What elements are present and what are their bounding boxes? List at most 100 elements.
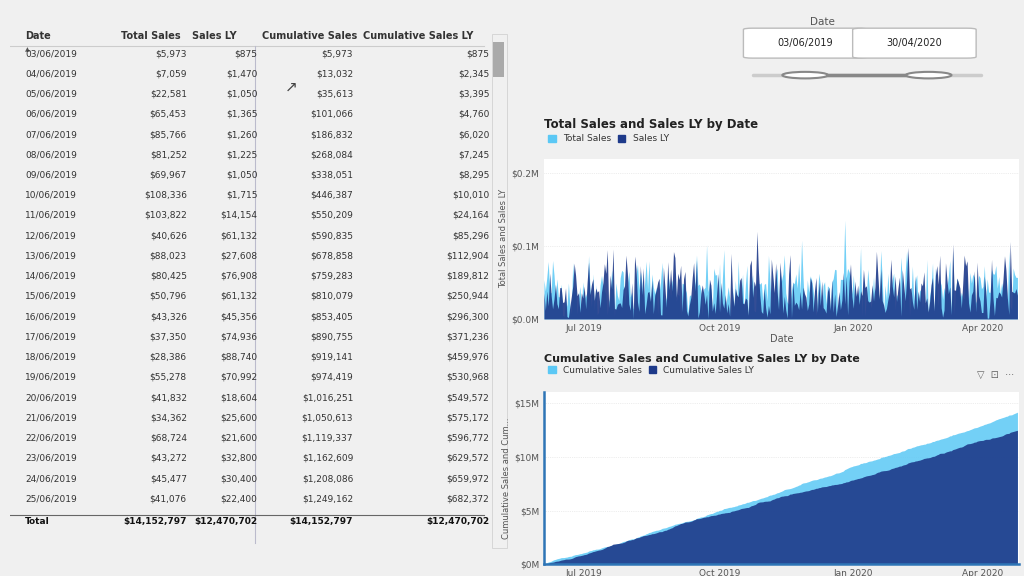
Text: $338,051: $338,051 [310,170,353,180]
Text: $55,278: $55,278 [150,373,186,382]
Text: 21/06/2019: 21/06/2019 [26,414,77,422]
Text: Total: Total [26,517,50,526]
Text: $250,944: $250,944 [446,292,489,301]
Legend: Cumulative Sales, Cumulative Sales LY: Cumulative Sales, Cumulative Sales LY [549,366,755,375]
Text: $28,386: $28,386 [150,353,186,362]
Text: 30/04/2020: 30/04/2020 [887,38,942,48]
Text: $1,208,086: $1,208,086 [302,474,353,483]
Bar [492,33,507,548]
Text: $32,800: $32,800 [220,454,257,463]
Y-axis label: Total Sales and Sales LY: Total Sales and Sales LY [500,190,509,289]
Text: $371,236: $371,236 [446,332,489,342]
Text: $1,119,337: $1,119,337 [302,434,353,443]
Text: $5,973: $5,973 [322,49,353,58]
Text: $7,245: $7,245 [458,150,489,159]
Text: $5,973: $5,973 [156,49,186,58]
Text: $1,050: $1,050 [226,170,257,180]
Text: $8,295: $8,295 [458,170,489,180]
Text: $68,724: $68,724 [150,434,186,443]
Text: ▽  ⊡  ···: ▽ ⊡ ··· [977,370,1014,380]
Text: $18,604: $18,604 [220,393,257,402]
Text: ▲: ▲ [26,47,30,52]
Text: 07/06/2019: 07/06/2019 [26,130,77,139]
Y-axis label: Cumulative Sales and Cum...: Cumulative Sales and Cum... [503,418,511,539]
Text: $14,152,797: $14,152,797 [123,517,186,526]
Text: $1,050: $1,050 [226,89,257,98]
Text: $596,772: $596,772 [446,434,489,443]
Text: $40,626: $40,626 [150,231,186,240]
Text: Date: Date [26,31,51,41]
Text: Cumulative Sales LY: Cumulative Sales LY [364,31,474,41]
Text: 09/06/2019: 09/06/2019 [26,170,77,180]
Text: 14/06/2019: 14/06/2019 [26,272,77,281]
Text: Date: Date [810,17,835,27]
Text: $14,152,797: $14,152,797 [290,517,353,526]
Text: $268,084: $268,084 [310,150,353,159]
Text: $1,249,162: $1,249,162 [302,494,353,503]
Text: $30,400: $30,400 [220,474,257,483]
Text: $875: $875 [466,49,489,58]
Text: $919,141: $919,141 [310,353,353,362]
Text: $22,400: $22,400 [220,494,257,503]
Circle shape [906,72,951,78]
Text: $575,172: $575,172 [446,414,489,422]
Text: $1,162,609: $1,162,609 [302,454,353,463]
Text: $12,470,702: $12,470,702 [195,517,257,526]
Text: $1,470: $1,470 [226,69,257,78]
Text: $43,272: $43,272 [150,454,186,463]
Text: $1,016,251: $1,016,251 [302,393,353,402]
Text: $35,613: $35,613 [316,89,353,98]
Text: $85,296: $85,296 [453,231,489,240]
Text: 10/06/2019: 10/06/2019 [26,191,77,200]
Text: $875: $875 [234,49,257,58]
Text: $85,766: $85,766 [150,130,186,139]
Text: $659,972: $659,972 [446,474,489,483]
Text: $61,132: $61,132 [220,231,257,240]
Circle shape [782,72,828,78]
Text: $14,154: $14,154 [220,211,257,220]
X-axis label: Date: Date [770,334,794,344]
Text: $189,812: $189,812 [446,272,489,281]
Text: $45,477: $45,477 [150,474,186,483]
Text: $103,822: $103,822 [144,211,186,220]
Text: 22/06/2019: 22/06/2019 [26,434,77,443]
Text: $112,904: $112,904 [446,252,489,260]
Text: $21,600: $21,600 [220,434,257,443]
Text: 11/06/2019: 11/06/2019 [26,211,77,220]
Text: Sales LY: Sales LY [191,31,237,41]
Text: 24/06/2019: 24/06/2019 [26,474,77,483]
Text: $1,225: $1,225 [226,150,257,159]
Text: $1,260: $1,260 [226,130,257,139]
Text: 19/06/2019: 19/06/2019 [26,373,77,382]
Text: $88,740: $88,740 [220,353,257,362]
Text: $590,835: $590,835 [310,231,353,240]
Text: $6,020: $6,020 [458,130,489,139]
Text: ↗: ↗ [285,79,298,94]
Text: 17/06/2019: 17/06/2019 [26,332,77,342]
Text: $88,023: $88,023 [150,252,186,260]
Text: $759,283: $759,283 [310,272,353,281]
Text: $1,050,613: $1,050,613 [302,414,353,422]
Text: $25,600: $25,600 [220,414,257,422]
Text: $37,350: $37,350 [150,332,186,342]
Text: $13,032: $13,032 [316,69,353,78]
Text: $678,858: $678,858 [310,252,353,260]
Text: 05/06/2019: 05/06/2019 [26,89,77,98]
Text: $108,336: $108,336 [143,191,186,200]
Text: $186,832: $186,832 [310,130,353,139]
Text: $10,010: $10,010 [452,191,489,200]
Legend: Total Sales, Sales LY: Total Sales, Sales LY [549,134,669,143]
Text: $7,059: $7,059 [156,69,186,78]
Text: $853,405: $853,405 [310,312,353,321]
Text: $50,796: $50,796 [150,292,186,301]
Text: $629,572: $629,572 [446,454,489,463]
Text: $296,300: $296,300 [446,312,489,321]
Text: 20/06/2019: 20/06/2019 [26,393,77,402]
Text: $3,395: $3,395 [458,89,489,98]
Text: $27,608: $27,608 [220,252,257,260]
Text: $43,326: $43,326 [150,312,186,321]
Text: 08/06/2019: 08/06/2019 [26,150,77,159]
Text: Cumulative Sales and Cumulative Sales LY by Date: Cumulative Sales and Cumulative Sales LY… [544,354,860,364]
Text: $682,372: $682,372 [446,494,489,503]
Text: $446,387: $446,387 [310,191,353,200]
